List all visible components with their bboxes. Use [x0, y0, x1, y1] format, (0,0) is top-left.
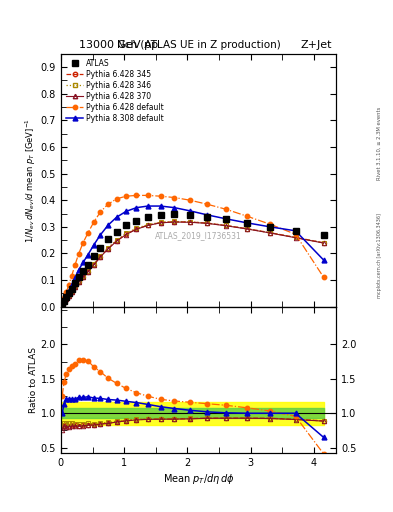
Text: Rivet 3.1.10, ≥ 2.3M events: Rivet 3.1.10, ≥ 2.3M events	[377, 106, 382, 180]
Text: Z+Jet: Z+Jet	[301, 40, 332, 50]
Text: 13000 GeV pp: 13000 GeV pp	[79, 40, 158, 50]
Text: ATLAS_2019_I1736531: ATLAS_2019_I1736531	[155, 231, 242, 240]
Y-axis label: $1/N_{ev}\,dN_{ev}/d$ mean $p_T$ [GeV]$^{-1}$: $1/N_{ev}\,dN_{ev}/d$ mean $p_T$ [GeV]$^…	[24, 118, 38, 243]
Title: Nch (ATLAS UE in Z production): Nch (ATLAS UE in Z production)	[117, 40, 280, 50]
Legend: ATLAS, Pythia 6.428 345, Pythia 6.428 346, Pythia 6.428 370, Pythia 6.428 defaul: ATLAS, Pythia 6.428 345, Pythia 6.428 34…	[65, 57, 165, 124]
Y-axis label: Ratio to ATLAS: Ratio to ATLAS	[29, 347, 38, 413]
Text: mcplots.cern.ch [arXiv:1306.3436]: mcplots.cern.ch [arXiv:1306.3436]	[377, 214, 382, 298]
X-axis label: Mean $p_T/d\eta\,d\phi$: Mean $p_T/d\eta\,d\phi$	[163, 472, 234, 486]
